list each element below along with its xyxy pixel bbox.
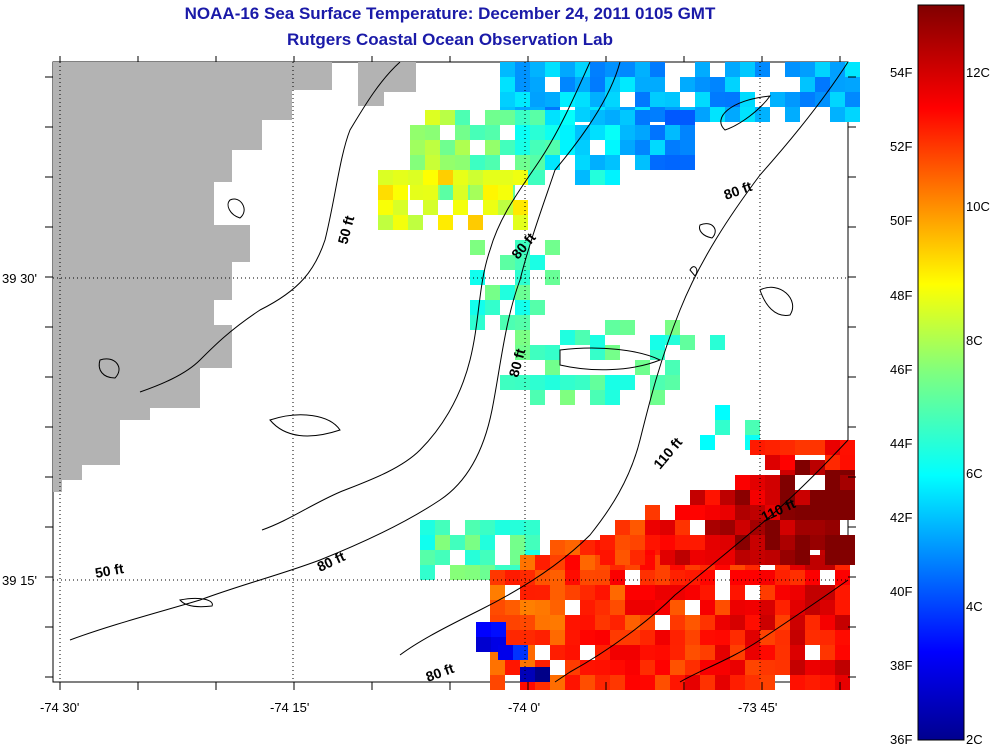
colorbar-label-f: 46F	[890, 362, 912, 377]
colorbar-label-f: 44F	[890, 436, 912, 451]
colorbar-label-c: 4C	[966, 599, 983, 614]
colorbar-label-c: 8C	[966, 333, 983, 348]
axis-ticks	[45, 56, 856, 690]
x-axis-labels: -74 30' -74 15' -74 0' -73 45'	[40, 700, 777, 715]
sst-pixel-layer	[378, 62, 860, 690]
colorbar-label-c: 6C	[966, 466, 983, 481]
colorbar-label-f: 38F	[890, 658, 912, 673]
map-title: NOAA-16 Sea Surface Temperature: Decembe…	[184, 4, 716, 23]
colorbar-label-f: 52F	[890, 139, 912, 154]
x-tick-label: -73 45'	[738, 700, 777, 715]
y-axis-labels: 39 30' 39 15'	[2, 271, 37, 588]
colorbar-label-f: 40F	[890, 584, 912, 599]
grid-lines	[53, 62, 848, 682]
colorbar-label-c: 12C	[966, 65, 990, 80]
depth-contours	[69, 61, 849, 683]
y-tick-label: 39 30'	[2, 271, 37, 286]
x-tick-label: -74 0'	[508, 700, 540, 715]
colorbar-label-f: 50F	[890, 213, 912, 228]
colorbar-label-c: 2C	[966, 732, 983, 747]
colorbar-f-labels: 54F 52F 50F 48F 46F 44F 42F 40F 38F 36F	[890, 65, 912, 747]
colorbar-label-f: 36F	[890, 732, 912, 747]
contour-label: 80 ft	[505, 347, 528, 379]
colorbar-label-f: 54F	[890, 65, 912, 80]
map-subtitle: Rutgers Coastal Ocean Observation Lab	[287, 30, 613, 49]
colorbar-label-c: 10C	[966, 199, 990, 214]
colorbar-label-f: 42F	[890, 510, 912, 525]
colorbar-c-labels: 12C 10C 8C 6C 4C 2C	[966, 65, 990, 747]
colorbar	[917, 4, 965, 741]
contour-label: 50 ft	[334, 214, 357, 246]
x-tick-label: -74 30'	[40, 700, 79, 715]
contour-label: 50 ft	[94, 560, 125, 581]
y-tick-label: 39 15'	[2, 573, 37, 588]
x-tick-label: -74 15'	[270, 700, 309, 715]
colorbar-label-f: 48F	[890, 288, 912, 303]
